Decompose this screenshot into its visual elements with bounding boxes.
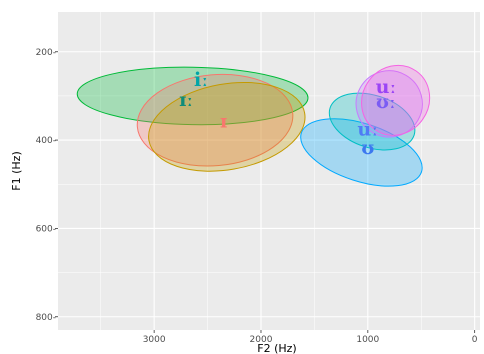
ellipse-layer — [76, 64, 431, 187]
y-tick-label: 400- — [36, 136, 56, 146]
x-tick-label: 3000 — [143, 335, 166, 345]
ellipse-3 — [148, 81, 306, 172]
ellipse-6 — [355, 70, 423, 138]
vowel-label-1: iː — [194, 69, 208, 91]
y-tick-label: 600- — [36, 224, 56, 234]
x-tick-label: 1000 — [356, 335, 379, 345]
ellipse-7 — [361, 64, 431, 136]
vowel-label-5: ʊ — [361, 137, 374, 159]
x-tick-label: 2000 — [250, 335, 273, 345]
y-tick-label: 800- — [36, 313, 56, 323]
x-axis-ticks: 3000 2000 1000 0 — [143, 330, 478, 345]
panel-background — [58, 12, 480, 330]
x-tick-label: 0 — [472, 335, 478, 345]
vowel-label-7: ʊː — [376, 91, 396, 113]
vowel-label-2: ɪː — [179, 89, 193, 111]
y-axis-ticks: 200- 400- 600- 800- — [36, 48, 58, 323]
ellipse-2 — [136, 73, 294, 167]
vowel-label-4: uː — [357, 118, 378, 140]
grid-lines — [58, 12, 480, 330]
x-axis-title: F2 (Hz) — [257, 342, 296, 354]
vowel-label-3: ɪ — [220, 110, 227, 132]
y-tick-label: 200- — [36, 48, 56, 58]
ellipse-1 — [76, 66, 309, 126]
y-axis-title: F1 (Hz) — [10, 151, 23, 190]
vowel-label-6: uː — [376, 76, 397, 98]
